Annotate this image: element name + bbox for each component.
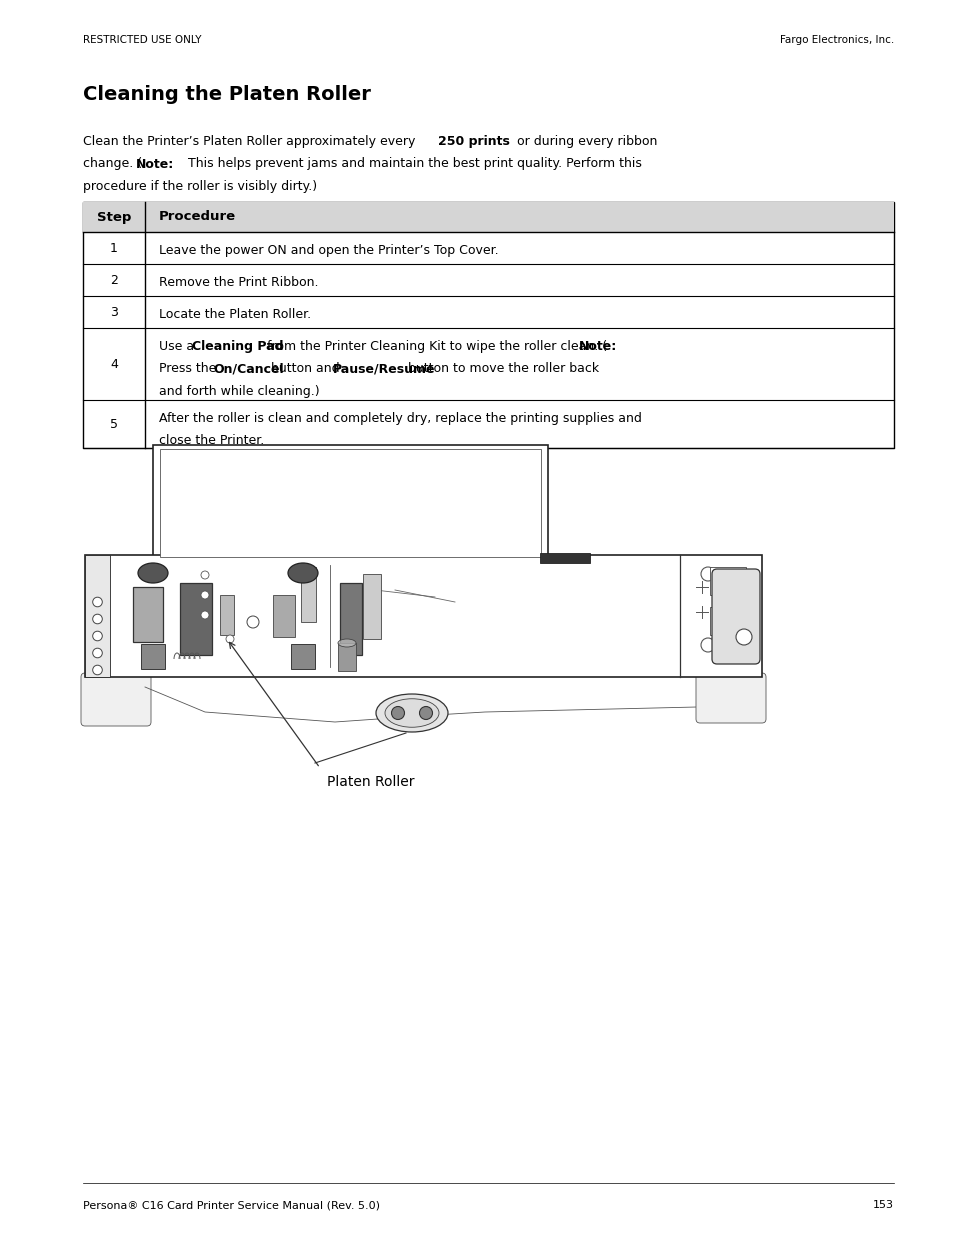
- Text: On/Cancel: On/Cancel: [213, 362, 284, 375]
- Ellipse shape: [337, 638, 355, 647]
- Bar: [83, 203, 893, 232]
- Text: Leave the power ON and open the Printer’s Top Cover.: Leave the power ON and open the Printer’…: [159, 243, 498, 257]
- FancyBboxPatch shape: [696, 673, 765, 722]
- Text: Clean the Printer’s Platen Roller approximately every: Clean the Printer’s Platen Roller approx…: [83, 135, 419, 148]
- Circle shape: [92, 648, 102, 658]
- Circle shape: [226, 635, 233, 643]
- Text: 2: 2: [110, 273, 118, 287]
- Text: button to move the roller back: button to move the roller back: [403, 362, 598, 375]
- Bar: [539, 553, 589, 563]
- Text: Pause/Resume: Pause/Resume: [332, 362, 435, 375]
- Text: change. (: change. (: [83, 158, 142, 170]
- Text: 3: 3: [110, 305, 118, 319]
- Bar: [363, 574, 380, 638]
- Text: Note:: Note:: [136, 158, 174, 170]
- Text: close the Printer.: close the Printer.: [159, 433, 264, 447]
- Text: Remove the Print Ribbon.: Remove the Print Ribbon.: [159, 275, 318, 289]
- Bar: [220, 595, 233, 635]
- Bar: [141, 643, 165, 669]
- Text: 5: 5: [110, 417, 118, 431]
- Ellipse shape: [138, 563, 168, 583]
- Circle shape: [201, 592, 209, 599]
- Circle shape: [92, 666, 102, 674]
- Bar: [132, 587, 163, 642]
- Circle shape: [700, 567, 714, 580]
- Text: 4: 4: [110, 357, 118, 370]
- Text: Cleaning the Platen Roller: Cleaning the Platen Roller: [83, 85, 371, 104]
- Circle shape: [201, 611, 209, 619]
- Bar: [337, 643, 355, 671]
- Text: After the roller is clean and completely dry, replace the printing supplies and: After the roller is clean and completely…: [159, 411, 641, 425]
- Bar: [85, 555, 110, 677]
- Text: Fargo Electronics, Inc.: Fargo Electronics, Inc.: [779, 35, 893, 44]
- Bar: [85, 555, 761, 677]
- Text: procedure if the roller is visibly dirty.): procedure if the roller is visibly dirty…: [83, 180, 316, 193]
- Text: Use a: Use a: [159, 340, 198, 352]
- Bar: [709, 606, 745, 635]
- Circle shape: [735, 629, 751, 645]
- Text: 1: 1: [110, 242, 118, 254]
- Text: Step: Step: [96, 210, 132, 224]
- Text: Locate the Platen Roller.: Locate the Platen Roller.: [159, 308, 311, 321]
- Bar: [709, 567, 745, 595]
- Text: Cleaning Pad: Cleaning Pad: [192, 340, 283, 352]
- FancyBboxPatch shape: [711, 569, 760, 664]
- Bar: [152, 445, 547, 563]
- Circle shape: [92, 631, 102, 641]
- Text: 250 prints: 250 prints: [437, 135, 509, 148]
- Bar: [83, 203, 893, 448]
- Circle shape: [419, 706, 432, 720]
- Bar: [339, 583, 361, 655]
- Ellipse shape: [375, 694, 448, 732]
- Bar: [180, 583, 212, 655]
- Text: RESTRICTED USE ONLY: RESTRICTED USE ONLY: [83, 35, 201, 44]
- Text: 153: 153: [872, 1200, 893, 1210]
- Bar: [301, 567, 315, 622]
- Bar: [160, 450, 540, 557]
- Text: Note:: Note:: [578, 340, 617, 352]
- Ellipse shape: [288, 563, 317, 583]
- Circle shape: [247, 616, 258, 629]
- Text: Procedure: Procedure: [159, 210, 236, 224]
- Text: or during every ribbon: or during every ribbon: [513, 135, 657, 148]
- Ellipse shape: [385, 699, 438, 727]
- Text: from the Printer Cleaning Kit to wipe the roller clean. (: from the Printer Cleaning Kit to wipe th…: [263, 340, 607, 352]
- Text: and forth while cleaning.): and forth while cleaning.): [159, 384, 319, 398]
- Circle shape: [391, 706, 404, 720]
- Circle shape: [201, 571, 209, 579]
- Text: button and: button and: [267, 362, 343, 375]
- Text: Platen Roller: Platen Roller: [327, 776, 414, 789]
- Circle shape: [92, 598, 102, 606]
- Text: This helps prevent jams and maintain the best print quality. Perform this: This helps prevent jams and maintain the…: [180, 158, 641, 170]
- Text: Press the: Press the: [159, 362, 220, 375]
- Text: Persona® C16 Card Printer Service Manual (Rev. 5.0): Persona® C16 Card Printer Service Manual…: [83, 1200, 379, 1210]
- Bar: [273, 595, 294, 637]
- FancyBboxPatch shape: [81, 673, 151, 726]
- Circle shape: [92, 614, 102, 624]
- Bar: [291, 643, 314, 669]
- Circle shape: [700, 638, 714, 652]
